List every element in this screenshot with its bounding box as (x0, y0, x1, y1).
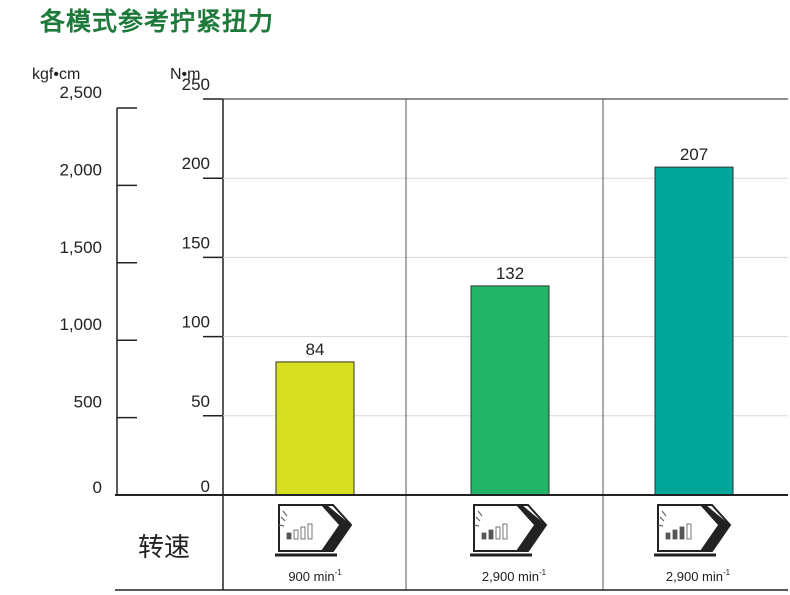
right-tick-label: 250 (182, 75, 210, 94)
mode-3-icon (654, 504, 732, 557)
mode-1-icon (275, 504, 353, 557)
left-axis: kgf•cm 0 500 1,000 1,500 2,000 2,500 (32, 66, 137, 497)
right-tick-label: 0 (201, 477, 210, 496)
right-tick-label: 100 (182, 313, 210, 332)
mode-2-icon (470, 504, 548, 557)
bar-value-label: 207 (680, 145, 708, 164)
left-tick-label: 2,000 (59, 160, 102, 179)
bar-2 (470, 285, 550, 496)
bar-value-label: 84 (306, 340, 325, 359)
left-tick-label: 500 (74, 393, 102, 412)
right-tick-label: 50 (191, 392, 210, 411)
bar-value-label: 132 (496, 264, 524, 283)
left-axis-unit: kgf•cm (32, 66, 80, 83)
speed-label: 2,900 min-1 (482, 568, 547, 584)
left-tick-label: 1,500 (59, 238, 102, 257)
left-tick-label: 1,000 (59, 315, 102, 334)
speed-label: 900 min-1 (288, 568, 342, 584)
speed-row-label: 转速 (138, 533, 190, 563)
right-tick-label: 200 (182, 154, 210, 173)
bar-3 (654, 166, 734, 496)
right-axis-unit: N•m (170, 66, 200, 83)
speed-label: 2,900 min-1 (666, 568, 731, 584)
right-axis: N•m 0 50 100 150 200 250 (170, 66, 224, 496)
left-tick-label: 2,500 (59, 83, 102, 102)
bar-1 (275, 361, 355, 496)
right-tick-label: 150 (182, 233, 210, 252)
page-title: 各模式参考拧紧扭力 (40, 7, 275, 36)
left-tick-label: 0 (93, 478, 102, 497)
